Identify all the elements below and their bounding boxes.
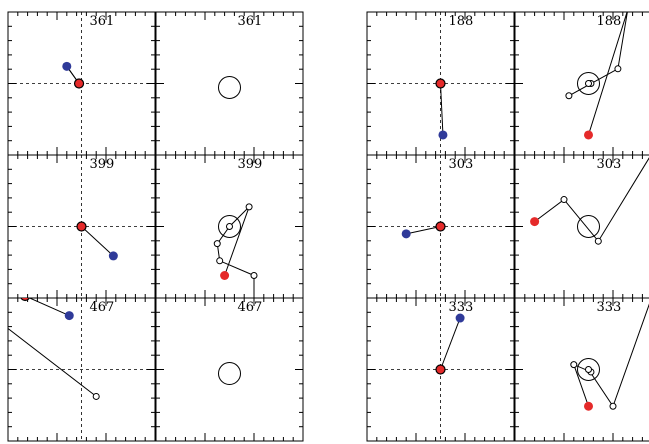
track-line: [81, 226, 114, 257]
blue-marker: [64, 311, 74, 321]
panel-frame: [155, 11, 304, 156]
track-point: [92, 392, 100, 400]
panel-label: 361: [90, 14, 115, 29]
track-point: [216, 257, 224, 265]
track-point: [250, 272, 258, 279]
red-marker: [435, 364, 446, 375]
panel-361-left: 361: [7, 11, 156, 156]
track-point: [594, 237, 602, 245]
panel-label: 333: [597, 300, 622, 315]
blue-marker: [62, 61, 72, 71]
red-marker: [435, 221, 446, 232]
panel-content: [367, 12, 514, 155]
panel-frame: [514, 11, 649, 156]
track-line: [440, 83, 444, 135]
reference-circle: [218, 76, 241, 99]
panel-content: [570, 303, 649, 411]
panel-content: [530, 157, 649, 245]
track-line: [216, 206, 255, 298]
tick-marks: [8, 12, 155, 155]
red-marker: [73, 78, 85, 89]
panel-label: 399: [238, 157, 263, 172]
tick-marks: [367, 155, 514, 298]
reference-circle: [218, 362, 241, 385]
panel-content: [218, 362, 241, 385]
panel-303-right: 303: [514, 154, 649, 299]
track-point: [585, 80, 592, 87]
panel-188-left: 188: [366, 11, 515, 156]
panel-label: 188: [597, 14, 622, 29]
panel-333-right: 333: [514, 297, 649, 442]
red-marker: [20, 298, 30, 302]
track-point: [614, 65, 622, 73]
panel-399-left: 399: [7, 154, 156, 299]
panel-label: 467: [238, 300, 263, 315]
panel-frame: [514, 154, 649, 299]
track-line: [28, 298, 70, 317]
reference-circle: [577, 358, 600, 381]
track-line: [406, 226, 441, 235]
panel-content: [367, 155, 514, 298]
panel-content: [8, 298, 155, 441]
track-line: [440, 317, 461, 370]
panel-content: [218, 76, 241, 99]
left-grid: 361 361 399 399 467 467: [7, 11, 304, 442]
panel-label: 333: [449, 300, 474, 315]
blue-marker: [401, 229, 411, 239]
track-point: [226, 223, 233, 230]
tick-marks: [515, 155, 643, 298]
reference-circle: [577, 72, 600, 95]
blue-marker: [108, 251, 118, 261]
panel-333-left: 333: [366, 297, 515, 442]
track-point: [245, 203, 253, 211]
red-marker: [584, 401, 593, 411]
tick-marks: [156, 12, 303, 155]
panel-399-right: 399: [155, 154, 304, 299]
reference-circle: [577, 215, 600, 238]
track-point: [585, 366, 592, 373]
track-point: [213, 240, 221, 248]
panel-467-right: 467: [155, 297, 304, 442]
panel-content: [8, 12, 155, 155]
panel-label: 303: [449, 157, 474, 172]
red-marker: [530, 217, 540, 227]
panel-frame: [514, 297, 649, 442]
panel-frame: [155, 297, 304, 442]
tick-marks: [8, 298, 155, 441]
panel-content: [8, 155, 155, 298]
panel-label: 188: [449, 14, 474, 29]
track-line: [8, 327, 97, 397]
blue-marker: [455, 313, 465, 323]
reference-circle: [218, 215, 241, 238]
panel-303-left: 303: [366, 154, 515, 299]
tick-marks: [515, 12, 643, 155]
track-point: [570, 361, 578, 369]
panel-label: 303: [597, 157, 622, 172]
panel-188-right: 188: [514, 11, 649, 156]
track-point: [560, 196, 568, 204]
blue-marker: [438, 130, 448, 140]
red-marker: [220, 271, 230, 280]
panel-label: 361: [238, 14, 263, 29]
panel-467-left: 467: [7, 297, 156, 442]
red-marker: [76, 221, 87, 232]
red-marker: [435, 78, 446, 89]
tick-marks: [156, 298, 303, 441]
panel-content: [213, 203, 258, 298]
red-marker: [584, 130, 593, 140]
track-line: [534, 157, 649, 243]
panel-361-right: 361: [155, 11, 304, 156]
panel-content: [565, 12, 628, 140]
panel-content: [367, 298, 514, 441]
track-point: [609, 402, 617, 410]
tick-marks: [367, 12, 514, 155]
panel-label: 467: [90, 300, 115, 315]
panel-label: 399: [90, 157, 115, 172]
track-point: [565, 92, 573, 100]
tick-marks: [156, 155, 303, 298]
tick-marks: [515, 298, 643, 441]
right-grid: 188 188 303 303 333 333: [366, 11, 649, 442]
